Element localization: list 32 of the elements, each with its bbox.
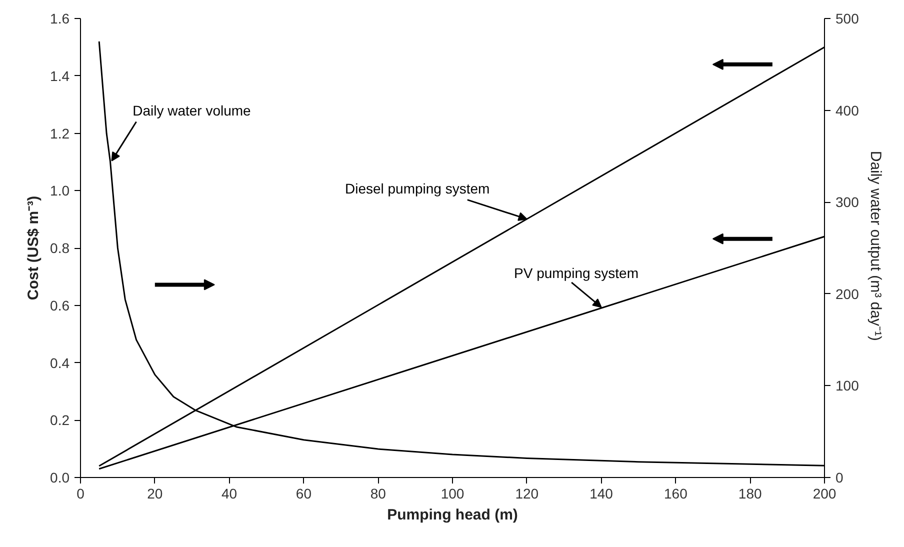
y2-tick-label: 200 [836, 286, 860, 302]
y-tick-label: 1.4 [50, 68, 70, 84]
x-tick-label: 100 [440, 486, 464, 502]
y-tick-label: 0.6 [50, 297, 70, 314]
x-tick-label: 20 [147, 486, 163, 502]
y-tick-label: 0.4 [50, 354, 70, 371]
x-tick-label: 120 [515, 486, 539, 502]
x-axis-title: Pumping head (m) [387, 506, 518, 524]
y-tick-label: 1.2 [50, 125, 70, 142]
y2-tick-label: 100 [836, 378, 860, 394]
y-tick-label: 0.2 [50, 412, 70, 428]
x-tick-label: 160 [664, 486, 688, 502]
y2-axis-title: Daily water output (m³ day⁻¹) [866, 150, 884, 341]
series-label: Daily water volume [132, 102, 252, 118]
y2-tick-label: 0 [836, 470, 844, 486]
text: Diesel pumping system [344, 180, 490, 196]
y-tick-label: 0.0 [50, 470, 70, 486]
x-tick-label: 40 [222, 486, 238, 502]
series-label: PV pumping system [514, 265, 639, 282]
y-axis-title: Cost (US$ m⁻³) [25, 196, 42, 300]
x-tick-label: 140 [590, 486, 614, 502]
y2-tick-label: 500 [836, 10, 860, 26]
y2-tick-label: 300 [836, 194, 860, 210]
y-tick-label: 1.6 [50, 10, 70, 26]
x-tick-label: 60 [296, 486, 312, 502]
y2-tick-label: 400 [836, 102, 860, 118]
y-tick-label: 0.8 [50, 240, 70, 256]
x-tick-label: 200 [812, 486, 836, 502]
x-tick-label: 0 [76, 486, 85, 502]
y-tick-label: 1.0 [50, 182, 70, 199]
x-tick-label: 180 [738, 486, 762, 502]
x-tick-label: 80 [370, 486, 386, 502]
